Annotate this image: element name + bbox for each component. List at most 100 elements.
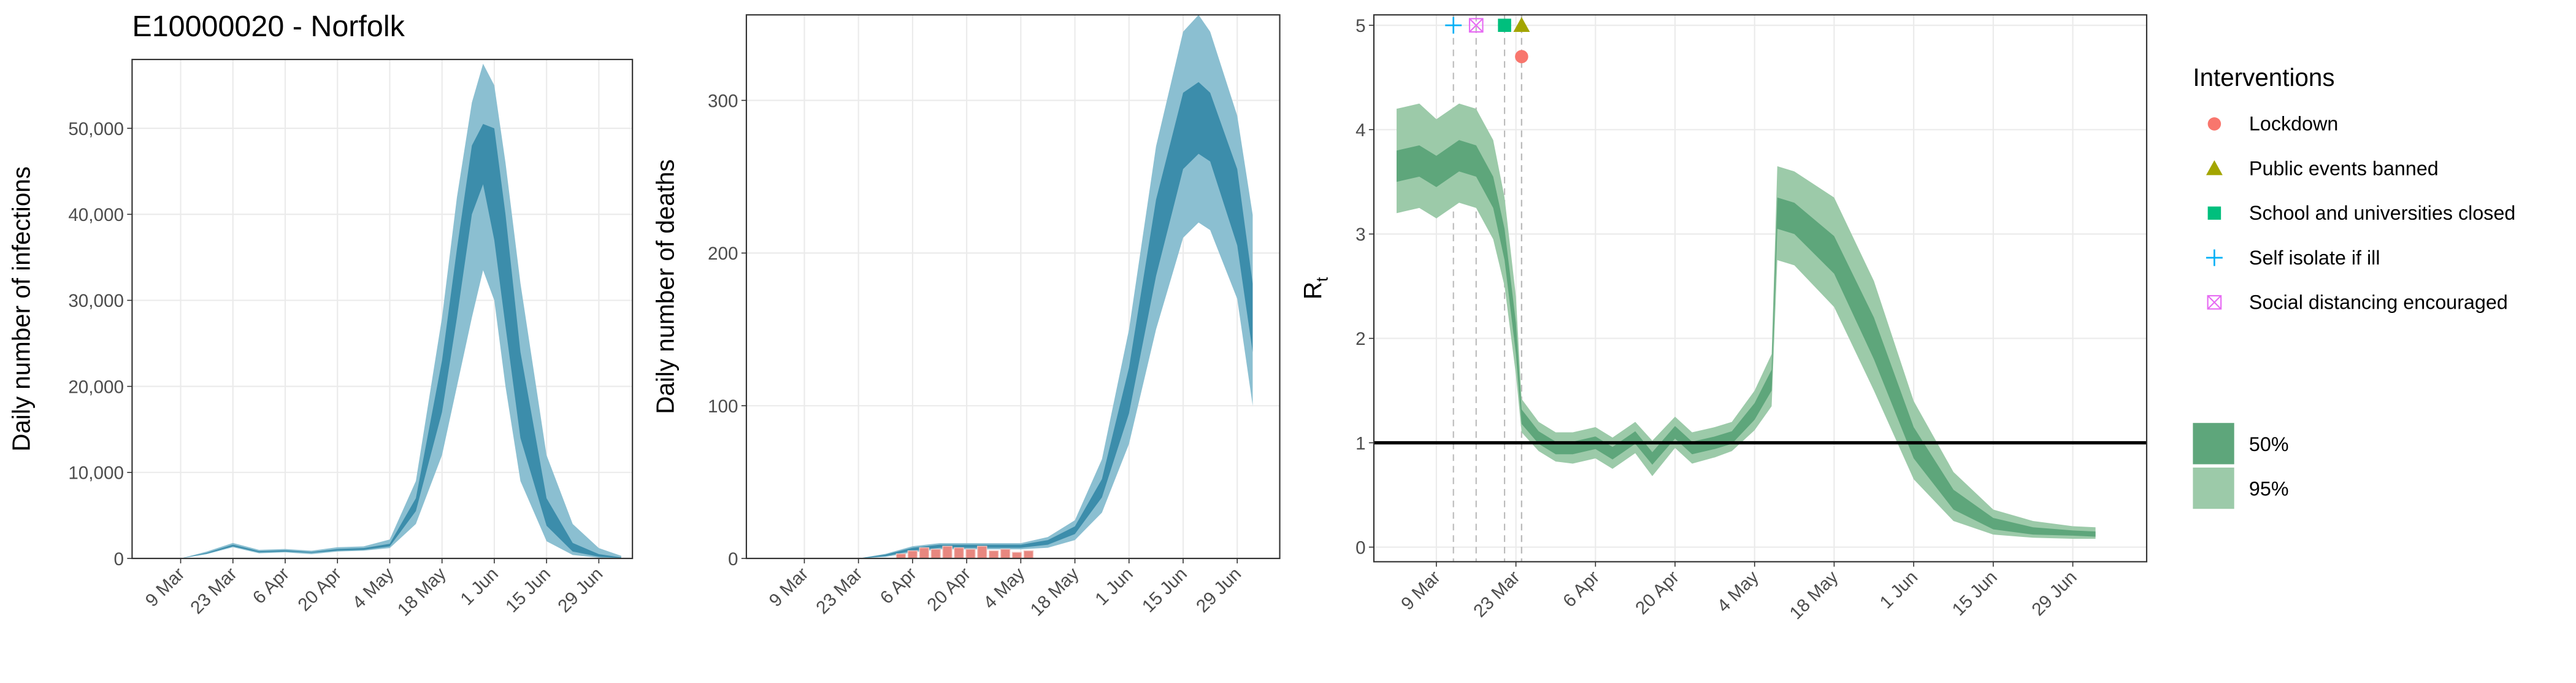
- legend-label: School and universities closed: [2249, 202, 2515, 224]
- x-tick-label: 1 Jun: [1876, 567, 1922, 613]
- symbol-part: [1445, 17, 1462, 34]
- y-axis-label: Rt: [1298, 277, 1332, 299]
- symbol-part: [1513, 17, 1530, 33]
- x-tick-label: 29 Jun: [1192, 564, 1245, 617]
- x-tick-label: 15 Jun: [1138, 564, 1191, 617]
- bar: [988, 550, 999, 559]
- x-tick-label: 29 Jun: [554, 564, 607, 617]
- band: [858, 82, 1253, 558]
- y-tick-label: 300: [708, 91, 738, 111]
- intervention-point: [1468, 18, 1484, 33]
- y-tick-label: 3: [1355, 225, 1365, 245]
- y-axis-label: Daily number of infections: [7, 166, 35, 452]
- legend-symbol: [2207, 117, 2221, 131]
- x-tick-label: 20 Apr: [294, 563, 345, 615]
- y-tick-label: 50,000: [68, 119, 124, 139]
- bar: [954, 547, 964, 559]
- intervention-point: [1515, 50, 1528, 64]
- x-tick-label: 9 Mar: [142, 563, 189, 611]
- x-tick-label: 4 May: [348, 563, 397, 612]
- panel-border: [1373, 14, 2148, 563]
- y-tick-label: 0: [113, 549, 123, 569]
- legend-swatch: [2193, 467, 2234, 509]
- symbol-part: [2207, 117, 2221, 131]
- x-tick-label: 29 Jun: [2028, 567, 2080, 620]
- symbol-part: [1498, 18, 1511, 33]
- y-axis-label-subscript: t: [1313, 277, 1332, 282]
- symbol-part: [2206, 160, 2223, 176]
- band: [858, 15, 1253, 559]
- y-tick-label: 5: [1355, 16, 1365, 36]
- legend-label: 95%: [2249, 478, 2289, 500]
- intervention-point: [1513, 17, 1530, 33]
- x-tick-label: 18 May: [1027, 563, 1083, 620]
- x-tick-label: 18 May: [394, 563, 450, 620]
- x-tick-label: 15 Jun: [502, 564, 554, 617]
- x-tick-label: 1 Jun: [456, 564, 502, 610]
- bar: [930, 549, 941, 559]
- bar: [1011, 552, 1022, 559]
- band: [1397, 103, 2096, 539]
- symbol-part: [1468, 18, 1484, 33]
- legend-label: 50%: [2249, 433, 2289, 455]
- x-tick-label: 6 Apr: [1559, 567, 1603, 611]
- x-tick-label: 6 Apr: [249, 563, 293, 608]
- y-axis-label-text: Daily number of deaths: [651, 160, 679, 414]
- legend-label: Self isolate if ill: [2249, 247, 2380, 269]
- x-tick-label: 9 Mar: [1397, 567, 1444, 614]
- bar: [907, 550, 918, 559]
- x-tick-label: 20 Apr: [923, 563, 975, 615]
- y-tick-label: 40,000: [68, 205, 124, 225]
- symbol-part: [1515, 50, 1528, 64]
- x-tick-label: 9 Mar: [765, 563, 813, 611]
- y-tick-label: 10,000: [68, 463, 124, 484]
- x-tick-label: 1 Jun: [1091, 564, 1137, 610]
- bar: [919, 547, 930, 559]
- legend-label: Social distancing encouraged: [2249, 291, 2508, 313]
- bar: [977, 546, 987, 559]
- panel-background: [132, 59, 633, 558]
- symbol-part: [2207, 206, 2221, 220]
- x-tick-label: 23 Mar: [186, 563, 241, 618]
- legend-label: Lockdown: [2249, 113, 2338, 135]
- x-tick-label: 18 May: [1785, 567, 1842, 623]
- x-tick-label: 23 Mar: [812, 563, 867, 618]
- y-axis-label: Daily number of deaths: [651, 160, 679, 414]
- bar: [942, 546, 953, 559]
- legend-title: Interventions: [2193, 63, 2334, 91]
- legend-symbol: [2206, 160, 2223, 176]
- panel-background: [1374, 15, 2147, 562]
- symbol-part: [2207, 295, 2222, 310]
- x-tick-label: 15 Jun: [1949, 567, 2001, 620]
- legend-symbol: [2206, 249, 2223, 266]
- intervention-point: [1445, 17, 1462, 34]
- y-tick-label: 0: [1355, 538, 1365, 558]
- y-axis-label-text: Daily number of infections: [7, 166, 35, 452]
- x-tick-label: 6 Apr: [876, 563, 921, 608]
- legend-label: Public events banned: [2249, 157, 2439, 179]
- bar: [1000, 549, 1011, 559]
- y-tick-label: 1: [1355, 433, 1365, 453]
- bar: [895, 553, 907, 559]
- y-tick-label: 4: [1355, 120, 1365, 141]
- x-tick-label: 20 Apr: [1631, 567, 1683, 619]
- legend-symbol: [2207, 206, 2221, 220]
- panel-border: [745, 14, 1281, 560]
- y-tick-label: 200: [708, 244, 738, 264]
- panel-border: [131, 58, 634, 560]
- bar: [1023, 550, 1034, 559]
- bar: [965, 549, 976, 559]
- legend-symbol: [2207, 295, 2222, 310]
- y-tick-label: 100: [708, 396, 738, 417]
- intervention-point: [1498, 18, 1511, 33]
- symbol-part: [2206, 249, 2223, 266]
- y-tick-label: 2: [1355, 329, 1365, 349]
- y-tick-label: 20,000: [68, 377, 124, 397]
- y-tick-label: 30,000: [68, 291, 124, 311]
- legend-swatch: [2193, 423, 2234, 465]
- y-tick-label: 0: [728, 549, 738, 569]
- y-axis-label-text: R: [1298, 282, 1327, 299]
- chart-title: E10000020 - Norfolk: [132, 10, 405, 43]
